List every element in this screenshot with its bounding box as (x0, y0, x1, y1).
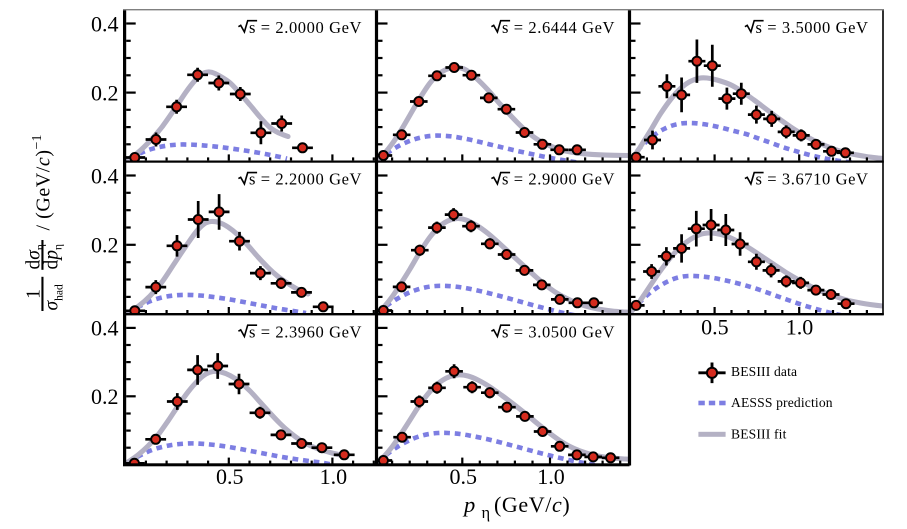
svg-text:0.4: 0.4 (91, 163, 119, 188)
svg-text:η: η (482, 503, 491, 522)
svg-text:0.2: 0.2 (91, 80, 119, 105)
svg-text:dpη: dpη (42, 244, 65, 270)
svg-text:0.2: 0.2 (91, 233, 119, 258)
svg-text:1.0: 1.0 (786, 315, 814, 340)
svg-text:/ (GeV/c)−1: / (GeV/c)−1 (30, 135, 55, 231)
svg-text:1: 1 (24, 289, 45, 299)
svg-text:s = 3.5000 GeV: s = 3.5000 GeV (756, 18, 869, 37)
svg-text:(GeV/c): (GeV/c) (494, 492, 570, 517)
svg-text:0.4: 0.4 (91, 11, 119, 36)
svg-text:0.5: 0.5 (450, 464, 478, 489)
svg-text:s = 2.6444 GeV: s = 2.6444 GeV (502, 18, 615, 37)
svg-text:dση: dση (24, 244, 47, 269)
svg-text:s = 2.3960 GeV: s = 2.3960 GeV (249, 322, 362, 341)
svg-text:s = 2.0000 GeV: s = 2.0000 GeV (249, 18, 362, 37)
svg-text:s = 3.0500 GeV: s = 3.0500 GeV (502, 322, 615, 341)
svg-text:BESIII fit: BESIII fit (731, 427, 787, 442)
svg-text:1.0: 1.0 (537, 464, 565, 489)
svg-text:0.2: 0.2 (91, 384, 119, 409)
svg-text:s = 2.9000 GeV: s = 2.9000 GeV (502, 170, 615, 189)
svg-text:0.5: 0.5 (216, 464, 244, 489)
svg-text:0.5: 0.5 (701, 315, 729, 340)
svg-text:0.4: 0.4 (91, 316, 119, 341)
svg-text:BESIII data: BESIII data (731, 364, 797, 379)
svg-text:p: p (462, 492, 475, 517)
svg-text:s = 2.2000 GeV: s = 2.2000 GeV (249, 170, 362, 189)
svg-text:1.0: 1.0 (320, 464, 348, 489)
svg-text:AESSS prediction: AESSS prediction (731, 395, 833, 410)
svg-text:s = 3.6710 GeV: s = 3.6710 GeV (756, 170, 869, 189)
